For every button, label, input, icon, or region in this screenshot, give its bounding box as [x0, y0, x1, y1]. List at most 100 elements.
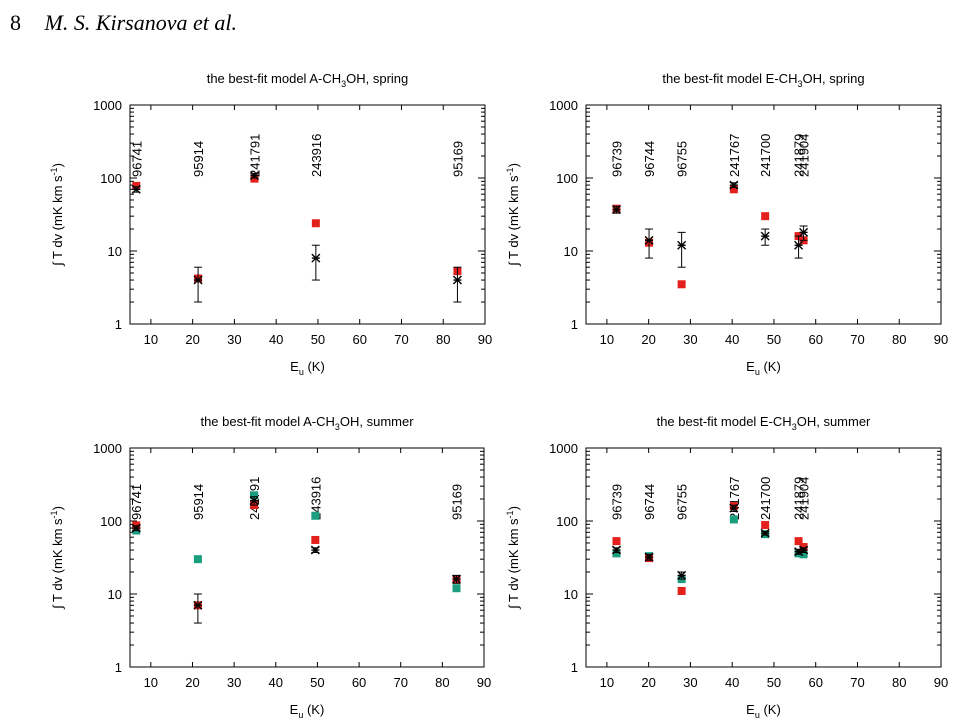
x-tick-label: 90 — [477, 675, 491, 690]
y-axis-label-superscript: -1 — [505, 167, 515, 175]
transition-frequency-label: 241767 — [727, 477, 742, 520]
transition-frequency-label: 241904 — [797, 134, 812, 177]
y-axis-label-text: ∫ T dv (mK km s — [506, 175, 521, 267]
y-axis-label-text: ) — [50, 506, 65, 510]
chart-panel-4: 10 20 30 40 50 60 70 80 90 1 10 100 1000 the best-fit… — [505, 414, 948, 720]
model-point-green — [452, 584, 461, 593]
y-axis-label-text: ∫ T dv (mK km s — [506, 518, 521, 610]
observed-point — [611, 205, 621, 215]
transition-frequency-label: 241767 — [727, 134, 742, 177]
x-tick-label: 80 — [892, 675, 906, 690]
y-tick-label: 1 — [571, 317, 578, 332]
transition-frequency-label: 241879 — [792, 134, 807, 177]
y-tick-label: 100 — [100, 171, 122, 186]
transition-frequency-label: 243916 — [309, 134, 324, 177]
x-tick-label: 10 — [600, 332, 614, 347]
x-tick-label: 20 — [185, 675, 199, 690]
y-tick-label: 10 — [564, 244, 578, 259]
transition-frequency-label: 241700 — [758, 477, 773, 520]
transition-frequency-label: 96741 — [129, 484, 144, 520]
x-axis-label-subscript: u — [299, 367, 304, 377]
transition-frequency-label: 95914 — [191, 484, 206, 520]
plot-frame — [129, 104, 486, 325]
model-point-red — [799, 543, 808, 552]
x-tick-label: 30 — [227, 332, 241, 347]
running-head-authors: M. S. Kirsanova et al. — [44, 10, 238, 35]
x-tick-label: 10 — [144, 332, 158, 347]
observed-point — [760, 528, 770, 538]
plot-frame — [129, 447, 485, 668]
observed-point — [452, 275, 462, 285]
observed-point — [310, 545, 320, 555]
x-axis-label-text: E — [746, 359, 755, 374]
page-number: 8 — [10, 10, 21, 35]
observed-point — [794, 240, 804, 250]
y-axis-label-superscript: -1 — [49, 167, 59, 175]
x-tick-label: 20 — [641, 332, 655, 347]
x-axis-label-subscript: u — [755, 367, 760, 377]
observed-point — [131, 184, 141, 194]
chart-title-text: the best-fit model A-CH — [207, 71, 341, 86]
x-tick-label: 40 — [269, 675, 283, 690]
y-tick-label: 100 — [556, 514, 578, 529]
transition-frequency-label: 241791 — [247, 134, 262, 177]
x-tick-label: 40 — [725, 332, 739, 347]
transition-frequency-label: 96739 — [609, 484, 624, 520]
chart-title-text: the best-fit model A-CH — [200, 414, 334, 429]
observed-point — [799, 545, 809, 555]
x-axis-label-text: E — [290, 359, 299, 374]
y-tick-label: 1 — [571, 660, 578, 675]
y-tick-label: 1000 — [93, 441, 122, 456]
model-point-red — [612, 537, 621, 546]
chart-panel-1: 10 20 30 40 50 60 70 80 90 1 10 100 1000 the best-fit… — [49, 71, 492, 377]
observed-point — [760, 231, 770, 241]
observed-point — [249, 171, 259, 181]
y-axis-label-text: ) — [506, 506, 521, 510]
observed-point — [249, 496, 259, 506]
y-axis-label-text: ) — [506, 163, 521, 167]
plot-frame — [585, 104, 942, 325]
chart-title-text: OH, spring — [802, 71, 864, 86]
model-point-red — [250, 174, 259, 183]
chart-title-text: the best-fit model E-CH — [657, 414, 792, 429]
model-point-red — [132, 181, 141, 190]
chart-title: the best-fit model E-CH3OH, spring — [662, 71, 864, 89]
transition-frequency-label: 95169 — [450, 141, 465, 177]
transition-frequency-label: 241904 — [797, 477, 812, 520]
chart-title-subscript: 3 — [792, 422, 797, 432]
x-tick-label: 40 — [725, 675, 739, 690]
transition-frequency-label: 95169 — [450, 484, 465, 520]
model-point-green — [250, 491, 259, 500]
transition-frequency-label: 96744 — [642, 484, 657, 520]
model-point-red — [311, 535, 320, 544]
y-axis-label-text: ∫ T dv (mK km s — [50, 175, 65, 267]
observed-point — [193, 600, 203, 610]
x-tick-label: 30 — [683, 675, 697, 690]
observed-point — [729, 180, 739, 190]
model-point-red — [729, 185, 738, 194]
y-axis-label: ∫ T dv (mK km s-1) — [505, 506, 521, 610]
chart-title-text: OH, spring — [346, 71, 408, 86]
observed-point — [131, 523, 141, 533]
x-axis-label-text: (K) — [303, 702, 324, 717]
x-tick-label: 50 — [767, 332, 781, 347]
page-header: 8 M. S. Kirsanova et al. — [10, 10, 237, 36]
transition-frequency-label: 96755 — [675, 141, 690, 177]
chart-panel-2: 10 20 30 40 50 60 70 80 90 1 10 100 1000 the best-fit… — [505, 71, 948, 377]
model-point-green — [311, 511, 320, 520]
observed-point — [311, 253, 321, 263]
y-axis-label: ∫ T dv (mK km s-1) — [49, 163, 65, 267]
model-point-green — [799, 550, 808, 559]
transition-frequency-label: 96741 — [129, 141, 144, 177]
x-tick-label: 80 — [436, 332, 450, 347]
x-axis-label-text: (K) — [760, 702, 781, 717]
model-point-red — [761, 521, 770, 530]
chart-title-subscript: 3 — [797, 79, 802, 89]
observed-point — [452, 574, 462, 584]
x-tick-label: 90 — [934, 332, 948, 347]
y-tick-label: 10 — [108, 244, 122, 259]
model-point-red — [677, 280, 686, 289]
x-tick-label: 80 — [435, 675, 449, 690]
model-point-red — [794, 537, 803, 546]
y-tick-label: 1000 — [549, 441, 578, 456]
